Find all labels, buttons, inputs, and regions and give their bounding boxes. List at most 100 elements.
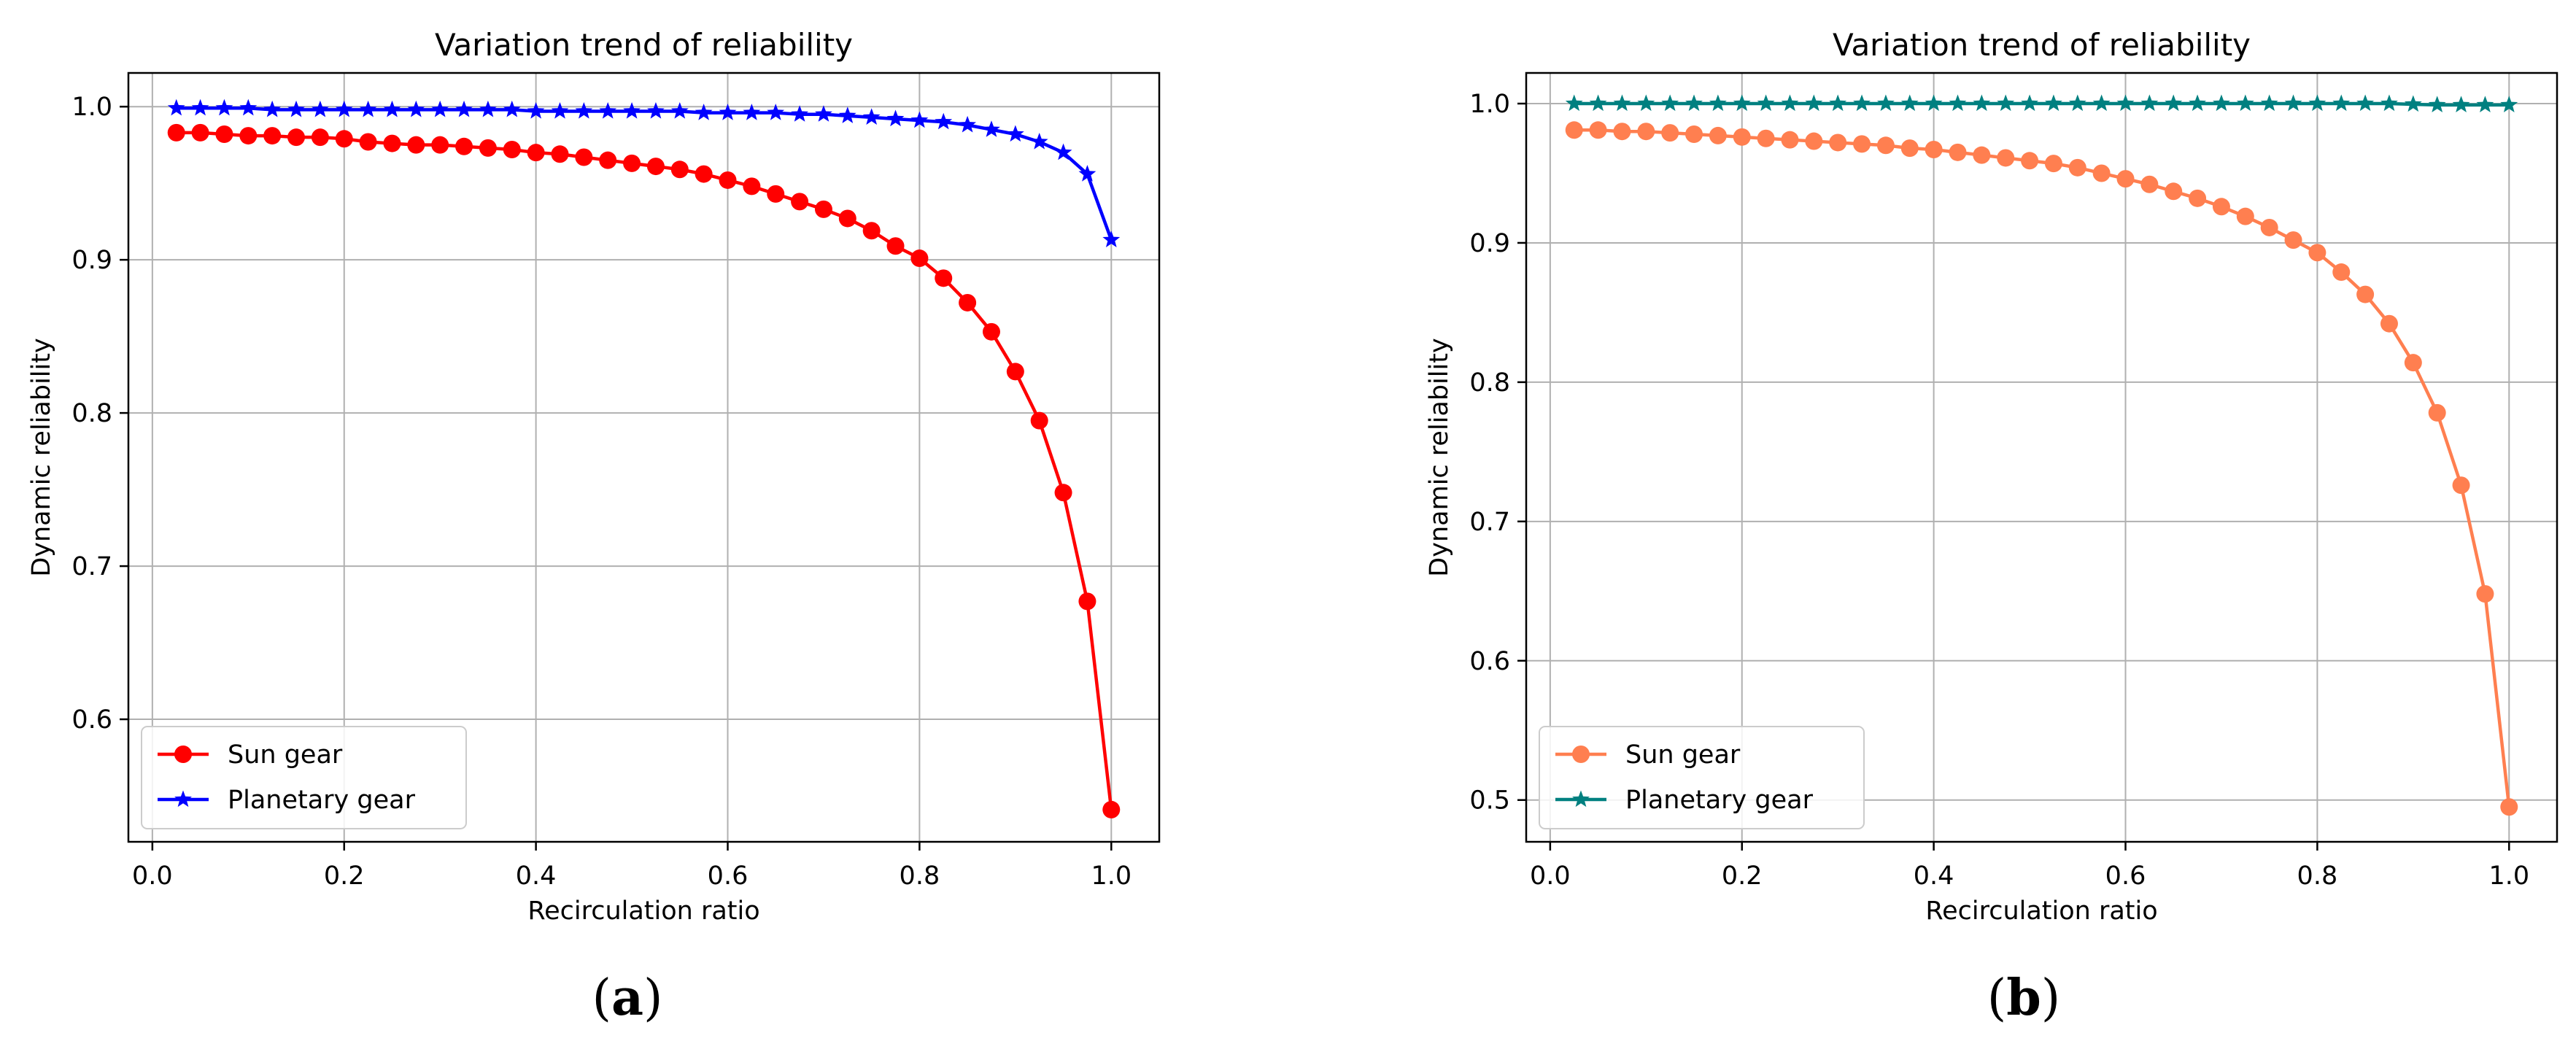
x-tick-label: 0.2 <box>324 862 365 891</box>
data-point <box>1054 484 1072 502</box>
data-point <box>2092 164 2111 182</box>
data-point <box>359 133 377 151</box>
data-point <box>814 200 832 218</box>
data-point <box>1661 94 1679 112</box>
data-point <box>1805 94 1823 112</box>
legend-marker <box>1572 790 1590 808</box>
data-point <box>1733 94 1751 112</box>
data-point <box>1853 135 1871 153</box>
data-point <box>1829 94 1847 112</box>
data-point <box>167 98 185 116</box>
data-point <box>1637 94 1655 112</box>
data-point <box>2189 94 2206 112</box>
x-tick-label: 0.6 <box>2105 862 2146 891</box>
data-point <box>1900 94 1919 112</box>
data-point <box>2165 94 2183 112</box>
data-point <box>935 269 953 287</box>
data-point <box>1054 143 1072 160</box>
data-point <box>2021 152 2039 170</box>
data-point <box>383 134 401 152</box>
data-point <box>1685 125 1703 144</box>
data-point <box>455 137 473 155</box>
y-tick-label: 0.8 <box>1469 368 1510 398</box>
series-line <box>176 107 1113 241</box>
data-point <box>1877 94 1895 112</box>
data-point <box>983 120 1000 137</box>
data-point <box>719 171 737 189</box>
data-point <box>551 145 569 163</box>
data-point <box>503 100 521 117</box>
legend-label: Sun gear <box>1625 740 1741 770</box>
data-point <box>455 100 473 117</box>
data-point <box>1949 143 1967 161</box>
data-point <box>2092 94 2111 112</box>
data-point <box>1973 146 1991 164</box>
data-point <box>1565 94 1583 112</box>
data-point <box>1030 132 1048 150</box>
data-point <box>1661 124 1679 142</box>
data-point <box>1925 141 1943 159</box>
data-point <box>2140 94 2159 112</box>
series-planetary-gear <box>1565 94 2518 113</box>
data-point <box>2284 231 2302 249</box>
data-point <box>311 128 329 147</box>
data-point <box>1637 123 1655 141</box>
y-tick-label: 0.6 <box>1469 647 1510 676</box>
data-point <box>1781 131 1799 149</box>
data-point <box>503 140 521 158</box>
data-point <box>719 104 737 120</box>
series-line <box>1574 101 2510 107</box>
data-point <box>239 127 258 145</box>
legend-box <box>141 726 467 829</box>
x-axis-label: Recirculation ratio <box>527 897 759 926</box>
data-point <box>2140 175 2159 193</box>
data-point <box>1589 94 1607 112</box>
axes-frame <box>127 71 1161 843</box>
axes-frame <box>1525 71 2558 843</box>
x-tick-label: 0.6 <box>708 862 749 891</box>
data-point <box>1709 94 1727 112</box>
data-point <box>886 237 905 255</box>
data-point <box>2213 94 2230 112</box>
data-point <box>359 100 377 117</box>
y-tick-label: 1.0 <box>1469 90 1510 119</box>
data-point <box>1997 149 2015 167</box>
x-tick-label: 0.0 <box>132 862 173 891</box>
legend-entry: Planetary gear <box>158 786 416 815</box>
chart-panel-b: 0.0 0.2 0.4 0.6 0.8 1.0 0.5 0.6 0.7 0.8 0.9 1.0 Vari… <box>1425 27 2558 926</box>
data-point <box>575 101 593 119</box>
data-point <box>2068 94 2086 112</box>
data-point <box>263 127 282 145</box>
data-point <box>1757 129 1775 147</box>
data-point <box>1006 363 1024 381</box>
x-tick-label: 1.0 <box>2488 862 2529 891</box>
data-point <box>838 209 856 228</box>
data-point <box>407 100 425 117</box>
data-point <box>910 249 929 268</box>
data-point <box>2476 96 2494 113</box>
data-point <box>1102 800 1121 818</box>
data-point <box>383 100 401 117</box>
data-point <box>2332 263 2351 282</box>
data-point <box>982 322 1000 341</box>
data-point <box>935 112 953 130</box>
data-point <box>791 105 808 122</box>
data-point <box>862 108 881 125</box>
data-point <box>2068 158 2086 177</box>
data-point <box>2500 798 2518 816</box>
legend-marker <box>174 790 192 808</box>
y-tick-label: 0.7 <box>71 552 112 581</box>
data-point <box>527 101 545 119</box>
chart-title: Variation trend of reliability <box>1833 27 2251 63</box>
x-tick-label: 0.4 <box>516 862 557 891</box>
data-point <box>1805 132 1823 150</box>
data-point <box>2428 403 2446 422</box>
data-point <box>1757 94 1775 112</box>
data-point <box>2116 170 2135 188</box>
data-point <box>2260 218 2278 236</box>
data-point <box>1006 125 1024 142</box>
data-point <box>2452 96 2470 113</box>
y-tick-label: 0.8 <box>71 399 112 428</box>
data-point <box>431 136 449 154</box>
